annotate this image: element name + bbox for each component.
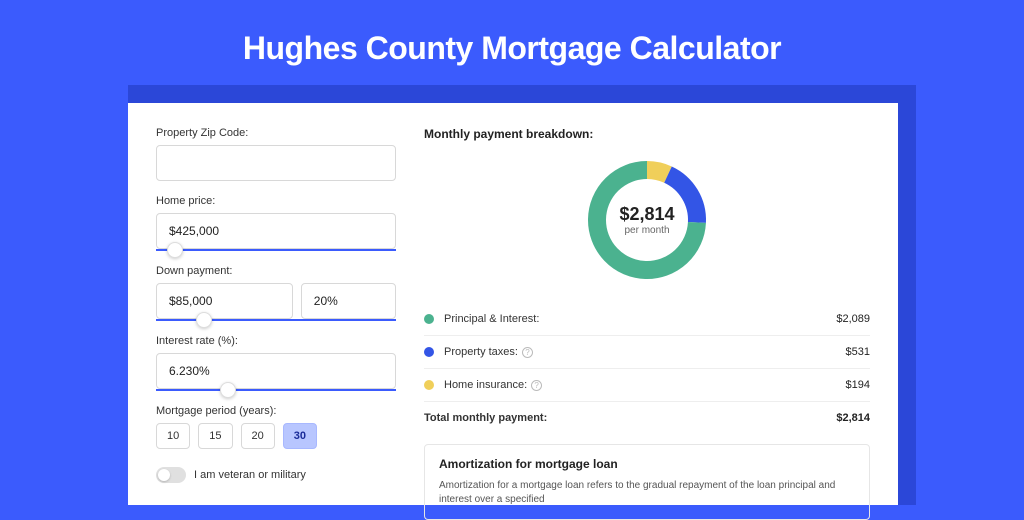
total-label: Total monthly payment: xyxy=(424,412,836,424)
donut-chart-wrap: $2,814 per month xyxy=(424,155,870,285)
veteran-label: I am veteran or military xyxy=(194,469,306,481)
legend: Principal & Interest:$2,089Property taxe… xyxy=(424,303,870,401)
down-payment-amount-input[interactable] xyxy=(156,283,293,319)
interest-rate-label: Interest rate (%): xyxy=(156,335,396,347)
zip-field: Property Zip Code: xyxy=(156,127,396,181)
home-price-input[interactable] xyxy=(156,213,396,249)
card-shadow: Property Zip Code: Home price: Down paym… xyxy=(128,85,916,505)
interest-rate-slider[interactable] xyxy=(156,389,396,391)
period-button-20[interactable]: 20 xyxy=(241,423,275,449)
legend-value-pi: $2,089 xyxy=(836,313,870,325)
legend-row-ins: Home insurance:?$194 xyxy=(424,368,870,401)
down-payment-slider-thumb[interactable] xyxy=(196,312,212,328)
home-price-label: Home price: xyxy=(156,195,396,207)
legend-row-pi: Principal & Interest:$2,089 xyxy=(424,303,870,335)
amortization-box: Amortization for mortgage loan Amortizat… xyxy=(424,444,870,520)
form-column: Property Zip Code: Home price: Down paym… xyxy=(156,127,396,505)
total-row: Total monthly payment: $2,814 xyxy=(424,401,870,434)
legend-value-ins: $194 xyxy=(846,379,870,391)
period-button-15[interactable]: 15 xyxy=(198,423,232,449)
legend-dot-ins xyxy=(424,380,434,390)
legend-dot-tax xyxy=(424,347,434,357)
info-icon[interactable]: ? xyxy=(531,380,542,391)
period-button-30[interactable]: 30 xyxy=(283,423,317,449)
breakdown-title: Monthly payment breakdown: xyxy=(424,127,870,141)
amortization-text: Amortization for a mortgage loan refers … xyxy=(439,479,855,507)
total-value: $2,814 xyxy=(836,412,870,424)
interest-rate-slider-thumb[interactable] xyxy=(220,382,236,398)
interest-rate-input[interactable] xyxy=(156,353,396,389)
legend-row-tax: Property taxes:?$531 xyxy=(424,335,870,368)
legend-value-tax: $531 xyxy=(846,346,870,358)
legend-label-ins: Home insurance:? xyxy=(444,379,846,391)
down-payment-percent-input[interactable] xyxy=(301,283,396,319)
donut-sub: per month xyxy=(624,225,669,236)
down-payment-slider[interactable] xyxy=(156,319,396,321)
donut-center: $2,814 per month xyxy=(582,155,712,285)
legend-label-pi: Principal & Interest: xyxy=(444,313,836,325)
legend-dot-pi xyxy=(424,314,434,324)
breakdown-column: Monthly payment breakdown: $2,814 per mo… xyxy=(424,127,870,505)
donut-chart: $2,814 per month xyxy=(582,155,712,285)
interest-rate-field: Interest rate (%): xyxy=(156,335,396,391)
zip-input[interactable] xyxy=(156,145,396,181)
home-price-slider-thumb[interactable] xyxy=(167,242,183,258)
veteran-toggle[interactable] xyxy=(156,467,186,483)
home-price-slider[interactable] xyxy=(156,249,396,251)
home-price-field: Home price: xyxy=(156,195,396,251)
period-button-10[interactable]: 10 xyxy=(156,423,190,449)
page-title: Hughes County Mortgage Calculator xyxy=(0,0,1024,85)
legend-label-tax: Property taxes:? xyxy=(444,346,846,358)
donut-amount: $2,814 xyxy=(619,204,674,225)
period-buttons: 10 15 20 30 xyxy=(156,423,396,449)
info-icon[interactable]: ? xyxy=(522,347,533,358)
veteran-row: I am veteran or military xyxy=(156,467,396,483)
period-field: Mortgage period (years): 10 15 20 30 xyxy=(156,405,396,449)
zip-label: Property Zip Code: xyxy=(156,127,396,139)
down-payment-label: Down payment: xyxy=(156,265,396,277)
calculator-card: Property Zip Code: Home price: Down paym… xyxy=(128,103,898,505)
period-label: Mortgage period (years): xyxy=(156,405,396,417)
amortization-title: Amortization for mortgage loan xyxy=(439,457,855,471)
down-payment-field: Down payment: xyxy=(156,265,396,321)
